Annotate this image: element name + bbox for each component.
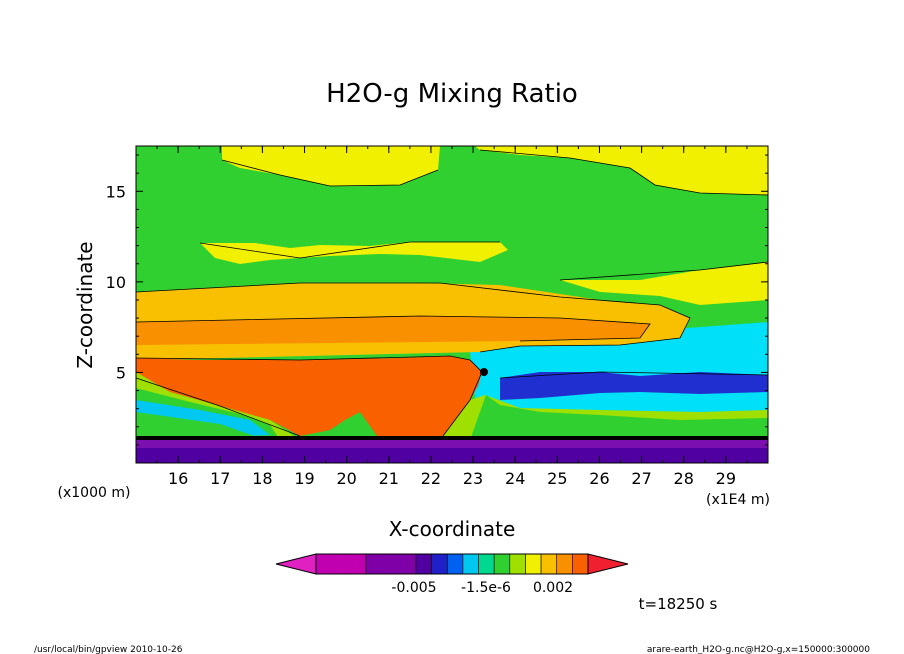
y-tick-label: 5 bbox=[116, 363, 126, 382]
colorbar-label-2: 0.002 bbox=[533, 580, 573, 596]
colorbar-cell bbox=[540, 553, 558, 575]
x-tick-label: 19 bbox=[294, 469, 314, 488]
x-tick-label: 17 bbox=[210, 469, 230, 488]
x-tick-label: 26 bbox=[589, 469, 609, 488]
x-tick-label: 25 bbox=[547, 469, 567, 488]
x-tick-label: 16 bbox=[168, 469, 188, 488]
x-tick-label: 24 bbox=[505, 469, 525, 488]
region-plume-core bbox=[136, 356, 482, 440]
contour-lines bbox=[136, 149, 768, 441]
colorbar-cell bbox=[556, 553, 573, 575]
colorbar-cell bbox=[493, 553, 511, 575]
colorbar-cell bbox=[315, 553, 367, 575]
colorbar-cell bbox=[431, 553, 448, 575]
x-tick-label: 21 bbox=[379, 469, 399, 488]
x-tick-label: 29 bbox=[716, 469, 736, 488]
right-footer: arare-earth_H2O-g.nc@H2O-g,x=150000:3000… bbox=[647, 645, 870, 654]
colorbar-label-0: -0.005 bbox=[391, 580, 436, 596]
colorbar-cell bbox=[525, 553, 542, 575]
region-mid-orange bbox=[136, 316, 650, 345]
y-tick-label: 10 bbox=[106, 273, 126, 292]
x-tick-label: 20 bbox=[336, 469, 356, 488]
region-right-yellow bbox=[560, 262, 768, 305]
region-top-yellow-right bbox=[475, 146, 768, 195]
y-axis-ticks: 5 10 15 bbox=[106, 154, 768, 446]
x-tick-label: 18 bbox=[252, 469, 272, 488]
colorbar bbox=[275, 553, 629, 575]
colorbar-cell bbox=[478, 553, 495, 575]
colorbar-low-arrow bbox=[275, 553, 317, 575]
colorbar-cell bbox=[365, 553, 417, 575]
colorbar-cell bbox=[462, 553, 479, 575]
region-mid-yellow-band bbox=[200, 242, 508, 264]
colorbar-cell bbox=[415, 553, 432, 575]
x-tick-label: 27 bbox=[631, 469, 651, 488]
time-annotation: t=18250 s bbox=[639, 595, 718, 613]
region-top-yellow-left bbox=[222, 146, 440, 186]
y-tick-label: 15 bbox=[106, 182, 126, 201]
chart-title: H2O-g Mixing Ratio bbox=[326, 79, 578, 109]
x-tick-label: 22 bbox=[421, 469, 441, 488]
x-unit-right: (x1E4 m) bbox=[706, 492, 770, 508]
contour-field bbox=[136, 146, 768, 463]
x-tick-label: 23 bbox=[463, 469, 483, 488]
x-axis-ticks: 16 17 18 19 20 21 22 23 24 25 26 27 28 29 bbox=[156, 146, 748, 488]
colorbar-cell bbox=[572, 553, 589, 575]
region-wake-blue bbox=[500, 372, 768, 400]
x-tick-label: 28 bbox=[674, 469, 694, 488]
x-unit-left: (x1000 m) bbox=[58, 485, 131, 501]
colorbar-cell bbox=[446, 553, 464, 575]
colorbar-label-1: -1.5e-6 bbox=[461, 580, 511, 596]
colorbar-high-arrow bbox=[587, 553, 629, 575]
y-axis-label: Z-coordinate bbox=[73, 241, 97, 368]
plume-top-marker bbox=[480, 368, 488, 376]
left-footer: /usr/local/bin/gpview 2010-10-26 bbox=[34, 645, 183, 654]
x-axis-label: X-coordinate bbox=[389, 517, 516, 541]
colorbar-cell bbox=[509, 553, 526, 575]
